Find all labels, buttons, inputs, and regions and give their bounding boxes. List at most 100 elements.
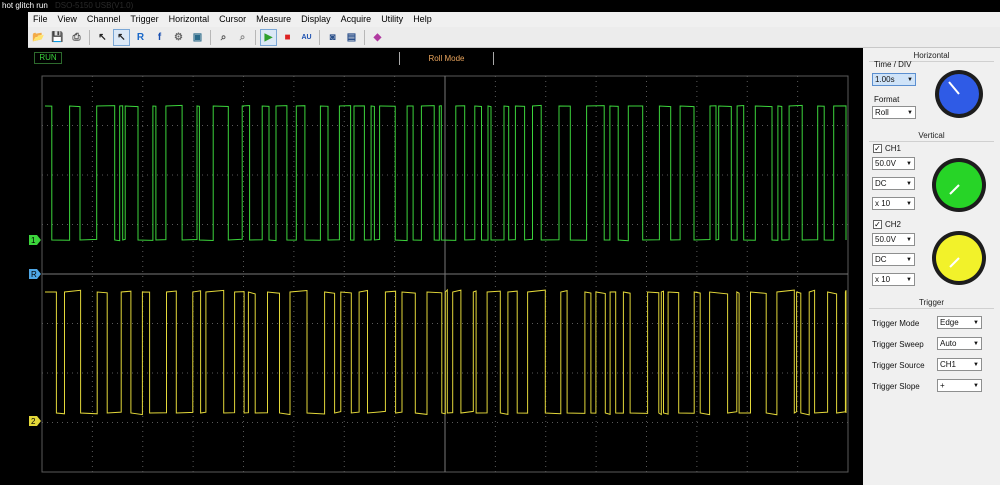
window-title: hot glitch run bbox=[2, 1, 48, 10]
trigger-slope-select[interactable]: + ▼ bbox=[937, 379, 982, 392]
trigger-slope-label: Trigger Slope bbox=[872, 382, 920, 391]
ch1-label: CH1 bbox=[885, 144, 902, 153]
ch2-marker-label: 2 bbox=[31, 417, 36, 426]
trigger-sweep-select[interactable]: Auto ▼ bbox=[937, 337, 982, 350]
stop-icon[interactable]: ■ bbox=[284, 31, 291, 43]
ch2-enable-checkbox[interactable]: ✓ bbox=[873, 220, 882, 229]
horizontal-time-knob[interactable] bbox=[933, 68, 985, 120]
chevron-down-icon: ▼ bbox=[907, 110, 913, 116]
menu-trigger[interactable]: Trigger bbox=[130, 14, 159, 24]
waveform-display[interactable]: 1 R 2 bbox=[28, 70, 863, 485]
left-border bbox=[0, 12, 28, 485]
ch2-coupling-select[interactable]: DC ▼ bbox=[872, 253, 915, 266]
chevron-down-icon: ▼ bbox=[907, 77, 913, 83]
ch2-waveform bbox=[45, 288, 847, 416]
menu-acquire[interactable]: Acquire bbox=[340, 14, 372, 24]
ch1-volts-value: 50.0V bbox=[875, 159, 896, 168]
window-layout-icon[interactable]: ▤ bbox=[346, 31, 357, 43]
trigger-source-select[interactable]: CH1 ▼ bbox=[937, 358, 982, 371]
ch2-probe-value: x 10 bbox=[875, 275, 891, 284]
ch2-volts-knob[interactable] bbox=[930, 229, 988, 287]
knob-pointer bbox=[948, 81, 960, 95]
zoom-in-icon[interactable]: ⌕ bbox=[220, 31, 227, 43]
knob-pointer bbox=[949, 257, 960, 268]
trigger-slope-value: + bbox=[940, 381, 945, 390]
ch1-volts-select[interactable]: 50.0V ▼ bbox=[872, 157, 915, 170]
menu-file[interactable]: File bbox=[33, 14, 48, 24]
chevron-down-icon: ▼ bbox=[906, 161, 912, 167]
acquisition-mode-label: Roll Mode bbox=[399, 52, 494, 65]
trigger-mode-label: Trigger Mode bbox=[872, 319, 920, 328]
toolbar-separator bbox=[319, 29, 320, 45]
format-select[interactable]: Roll ▼ bbox=[872, 106, 916, 119]
control-panel: Horizontal Time / DIV 1.00s ▼ Format Roll… bbox=[863, 48, 1000, 485]
reference-icon[interactable]: R bbox=[136, 31, 145, 43]
chevron-down-icon: ▼ bbox=[973, 320, 979, 326]
ch1-coupling-select[interactable]: DC ▼ bbox=[872, 177, 915, 190]
horizontal-section-title: Horizontal bbox=[863, 51, 1000, 62]
menu-channel[interactable]: Channel bbox=[86, 14, 121, 24]
ch1-waveform bbox=[44, 104, 847, 242]
ch2-coupling-value: DC bbox=[875, 255, 887, 264]
vertical-section-title: Vertical bbox=[863, 131, 1000, 142]
scope-status-bar: RUN Roll Mode bbox=[28, 48, 863, 70]
format-label: Format bbox=[874, 95, 900, 104]
run-play-icon[interactable]: ▶ bbox=[260, 28, 277, 46]
ch2-label: CH2 bbox=[885, 220, 902, 229]
ch1-marker-label: 1 bbox=[31, 236, 36, 245]
menu-bar: File View Channel Trigger Horizontal Cursor Me… bbox=[28, 12, 1000, 27]
run-status-indicator[interactable]: RUN bbox=[34, 52, 62, 64]
print-icon[interactable]: ⎙ bbox=[72, 31, 81, 43]
select-arrow-icon[interactable]: ↖ bbox=[98, 31, 107, 43]
format-value: Roll bbox=[875, 108, 889, 117]
select-arrow-alt-icon[interactable]: ↖ bbox=[113, 28, 130, 46]
screen-capture-icon[interactable]: ◙ bbox=[329, 31, 336, 43]
menu-help[interactable]: Help bbox=[413, 14, 432, 24]
menu-view[interactable]: View bbox=[57, 14, 77, 24]
toolbar-separator bbox=[364, 29, 365, 45]
ch1-enable-checkbox[interactable]: ✓ bbox=[873, 144, 882, 153]
trigger-mode-value: Edge bbox=[940, 318, 959, 327]
menu-utility[interactable]: Utility bbox=[381, 14, 404, 24]
chevron-down-icon: ▼ bbox=[906, 237, 912, 243]
ref-marker-label: R bbox=[31, 270, 37, 279]
menu-horizontal[interactable]: Horizontal bbox=[168, 14, 210, 24]
trigger-mode-select[interactable]: Edge ▼ bbox=[937, 316, 982, 329]
trigger-source-label: Trigger Source bbox=[872, 361, 925, 370]
trigger-sweep-label: Trigger Sweep bbox=[872, 340, 924, 349]
save-disk-icon[interactable]: 💾 bbox=[51, 31, 64, 43]
menu-cursor[interactable]: Cursor bbox=[219, 14, 247, 24]
chevron-down-icon: ▼ bbox=[973, 341, 979, 347]
time-div-label: Time / DIV bbox=[874, 60, 912, 69]
chevron-down-icon: ▼ bbox=[973, 362, 979, 368]
window-title-ghost: DSO-5150 USB(V1.0) bbox=[55, 1, 134, 10]
menu-measure[interactable]: Measure bbox=[256, 14, 292, 24]
ch1-probe-select[interactable]: x 10 ▼ bbox=[872, 197, 915, 210]
open-folder-icon[interactable]: 📂 bbox=[32, 31, 45, 43]
ref-marker-icon bbox=[29, 269, 41, 279]
math-fx-icon[interactable]: f bbox=[157, 31, 162, 43]
trigger-section-title: Trigger bbox=[863, 298, 1000, 309]
ch2-volts-value: 50.0V bbox=[875, 235, 896, 244]
chevron-down-icon: ▼ bbox=[906, 277, 912, 283]
knob-pointer bbox=[949, 184, 960, 195]
title-bar: hot glitch run DSO-5150 USB(V1.0) bbox=[0, 0, 1000, 12]
toolbar-separator bbox=[255, 29, 256, 45]
waveform-canvas[interactable]: 1 R 2 bbox=[28, 70, 863, 485]
ch1-volts-knob[interactable] bbox=[930, 156, 988, 214]
zoom-out-icon[interactable]: ⌕ bbox=[239, 31, 246, 43]
ch2-volts-select[interactable]: 50.0V ▼ bbox=[872, 233, 915, 246]
time-div-value: 1.00s bbox=[875, 75, 895, 84]
chevron-down-icon: ▼ bbox=[906, 257, 912, 263]
ch2-probe-select[interactable]: x 10 ▼ bbox=[872, 273, 915, 286]
eraser-icon[interactable]: ◆ bbox=[373, 31, 382, 43]
ch1-marker-icon bbox=[29, 235, 41, 245]
toolbar-separator bbox=[89, 29, 90, 45]
image-icon[interactable]: ▣ bbox=[192, 31, 203, 43]
trigger-source-value: CH1 bbox=[940, 360, 957, 369]
menu-display[interactable]: Display bbox=[301, 14, 331, 24]
auto-icon[interactable]: AU bbox=[301, 33, 312, 41]
ch1-coupling-value: DC bbox=[875, 179, 887, 188]
gear-icon[interactable]: ⚙ bbox=[174, 31, 183, 43]
time-div-select[interactable]: 1.00s ▼ bbox=[872, 73, 916, 86]
